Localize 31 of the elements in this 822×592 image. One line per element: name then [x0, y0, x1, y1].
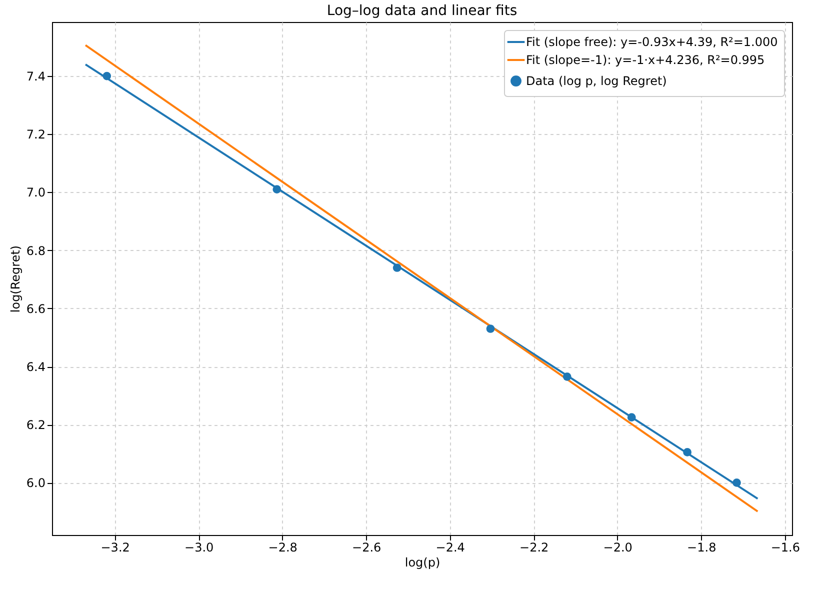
point [272, 185, 282, 194]
x-tick-label: −3.0 [184, 540, 214, 554]
x-tick-label: −3.2 [100, 540, 130, 554]
y-axis-title: log(Regret) [8, 245, 22, 313]
y-tick-label: 7.2 [26, 128, 46, 142]
x-tick-label: −2.8 [268, 540, 298, 554]
legend-label: Fit (slope free): y=-0.93x+4.39, R²=1.000 [526, 35, 778, 49]
point [627, 413, 636, 422]
y-tick-label: 7.0 [26, 186, 46, 200]
point [102, 72, 112, 80]
y-tick-label: 6.6 [26, 302, 46, 316]
x-tick-label: −2.6 [352, 540, 382, 554]
point [562, 372, 572, 381]
legend-label: Data (log p, log Regret) [526, 74, 667, 88]
y-tick-label: 6.2 [26, 418, 46, 432]
point [683, 448, 692, 456]
point [486, 324, 495, 333]
x-axis-title: log(p) [404, 556, 440, 570]
x-tick-label: −2.4 [436, 540, 465, 554]
x-tick-label: −1.8 [687, 540, 716, 554]
chart-title: Log–log data and linear fits [326, 3, 518, 19]
y-tick-label: 6.0 [26, 476, 46, 490]
x-tick-label: −2.0 [603, 540, 632, 554]
x-tick-label: −1.6 [770, 540, 800, 554]
y-tick-label: 6.8 [26, 244, 46, 258]
x-tick-label: −2.2 [520, 540, 549, 554]
legend-label: Fit (slope=-1): y=-1·x+4.236, R²=0.995 [526, 53, 765, 67]
point [732, 478, 741, 487]
y-tick-label: 7.4 [26, 70, 46, 84]
y-tick-label: 6.4 [26, 360, 46, 374]
point [392, 264, 402, 272]
